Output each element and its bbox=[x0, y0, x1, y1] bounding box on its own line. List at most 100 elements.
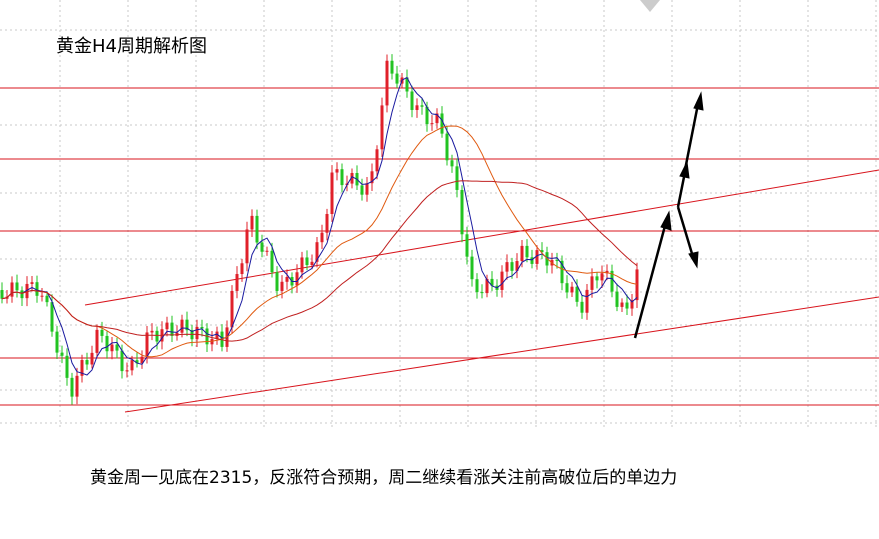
candle-body bbox=[630, 300, 634, 309]
candle-body bbox=[615, 291, 619, 307]
candle-body bbox=[240, 263, 244, 275]
candle-body bbox=[605, 270, 609, 274]
candle-body bbox=[375, 149, 379, 172]
candle-body bbox=[90, 352, 94, 365]
candle-body bbox=[635, 269, 639, 301]
arrow bbox=[676, 171, 687, 208]
candle-body bbox=[100, 329, 104, 336]
arrow-head bbox=[688, 251, 699, 269]
candle-body bbox=[560, 260, 564, 284]
candle-body bbox=[570, 286, 574, 293]
candle-body bbox=[260, 242, 264, 252]
candle-body bbox=[15, 282, 19, 291]
candle-body bbox=[40, 295, 44, 297]
candle-body bbox=[270, 250, 274, 273]
candle-body bbox=[275, 272, 279, 291]
chart-title: 黄金H4周期解析图 bbox=[56, 36, 207, 57]
candle-body bbox=[445, 133, 449, 161]
candle-body bbox=[405, 77, 409, 92]
candle-body bbox=[370, 171, 374, 184]
candle-body bbox=[265, 250, 269, 252]
candle-body bbox=[435, 113, 439, 124]
candle-body bbox=[50, 302, 54, 332]
candle-body bbox=[130, 360, 134, 371]
candle-body bbox=[170, 322, 174, 336]
arrow bbox=[682, 103, 700, 176]
channel-line bbox=[124, 296, 879, 413]
candle-body bbox=[25, 283, 29, 299]
candle-body bbox=[460, 189, 464, 235]
support-resistance bbox=[0, 87, 879, 413]
candle-body bbox=[490, 278, 494, 286]
candle-body bbox=[625, 302, 629, 309]
candle-body bbox=[440, 113, 444, 134]
candle-body bbox=[510, 262, 514, 271]
candle-body bbox=[535, 250, 539, 264]
arrow bbox=[676, 206, 695, 258]
candle-body bbox=[70, 377, 74, 397]
grid bbox=[0, 0, 879, 430]
candle-body bbox=[580, 301, 584, 313]
candle-body bbox=[320, 232, 324, 243]
candle-body bbox=[285, 277, 289, 282]
candle-body bbox=[310, 261, 314, 266]
arrow-head bbox=[660, 210, 672, 231]
candle-body bbox=[475, 279, 479, 293]
arrows bbox=[633, 91, 704, 339]
candle-body bbox=[250, 215, 254, 230]
candle-body bbox=[525, 245, 529, 258]
candle-body bbox=[60, 352, 64, 356]
candle-body bbox=[590, 276, 594, 290]
candle-body bbox=[380, 105, 384, 150]
candle-body bbox=[515, 261, 519, 271]
candle-body bbox=[65, 355, 69, 378]
candle-body bbox=[230, 290, 234, 328]
moving-averages bbox=[1, 76, 638, 376]
candle-body bbox=[35, 282, 39, 296]
candle-body bbox=[55, 331, 59, 353]
candle-body bbox=[110, 344, 114, 352]
candle-body bbox=[420, 105, 424, 107]
candle-body bbox=[465, 234, 469, 257]
candle-body bbox=[135, 360, 139, 364]
candle-body bbox=[530, 257, 534, 264]
candle-body bbox=[300, 257, 304, 273]
candle-body bbox=[165, 322, 169, 330]
candle-body bbox=[585, 289, 589, 313]
candle-body bbox=[540, 250, 544, 253]
candle-body bbox=[325, 213, 329, 233]
candle-body bbox=[565, 283, 569, 293]
candle-body bbox=[600, 273, 604, 281]
candle-body bbox=[245, 229, 249, 264]
candle-body bbox=[215, 331, 219, 340]
candle-body bbox=[390, 60, 394, 74]
moving-average bbox=[1, 180, 638, 342]
candle-body bbox=[450, 160, 454, 167]
candle-body bbox=[80, 360, 84, 376]
candle-body bbox=[280, 281, 284, 291]
candle-body bbox=[575, 286, 579, 302]
candle-body bbox=[105, 335, 109, 352]
moving-average bbox=[1, 125, 638, 358]
candle-body bbox=[200, 326, 204, 329]
candle-body bbox=[555, 260, 559, 262]
candle-body bbox=[20, 290, 24, 299]
corner-marker bbox=[640, 0, 660, 12]
candle-body bbox=[180, 319, 184, 333]
candle-body bbox=[415, 105, 419, 110]
candle-body bbox=[480, 292, 484, 294]
candle-body bbox=[360, 185, 364, 195]
candle-body bbox=[520, 245, 524, 262]
candle-body bbox=[185, 319, 189, 331]
candle-body bbox=[255, 215, 259, 243]
candle-body bbox=[0, 290, 4, 299]
candle-body bbox=[115, 344, 119, 351]
candle-body bbox=[305, 257, 309, 266]
candle-body bbox=[430, 123, 434, 125]
candle-body bbox=[10, 282, 14, 297]
arrow-head bbox=[693, 91, 704, 111]
candle-body bbox=[425, 106, 429, 125]
candle-body bbox=[620, 302, 624, 307]
candle-body bbox=[75, 375, 79, 397]
